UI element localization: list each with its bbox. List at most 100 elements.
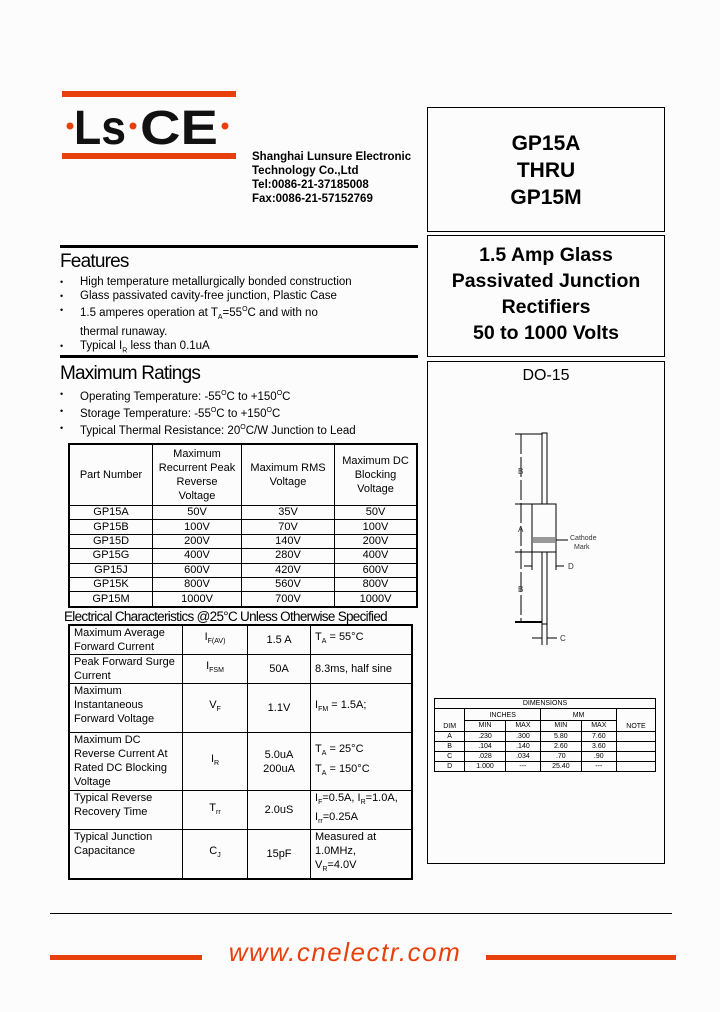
condition-cell: IF=0.5A, IR=1.0A, Irr=0.25A xyxy=(310,789,413,831)
cathode-label: Mark xyxy=(574,544,590,551)
parameter-cell: Typical Junction Capacitance xyxy=(68,829,183,880)
table-cell: 560V xyxy=(241,576,335,593)
table-row: Maximum DC Reverse Current At Rated DC B… xyxy=(68,732,413,791)
table-cell: B xyxy=(433,741,466,752)
table-cell: 800V xyxy=(152,576,242,593)
table-cell: 600V xyxy=(152,562,242,578)
footer-divider xyxy=(50,913,672,914)
electrical-table: Maximum Average Forward Current IF(AV) 1… xyxy=(68,624,413,880)
table-cell: GP15G xyxy=(68,548,153,564)
divider xyxy=(60,245,418,248)
feature-item: 1.5 amperes operation at TA=55OC and wit… xyxy=(60,303,352,339)
symbol-cell: IFSM xyxy=(182,654,248,684)
symbol-cell: IR xyxy=(182,732,248,791)
dim-label-a: A xyxy=(518,525,524,534)
table-cell: 2.60 xyxy=(540,741,582,752)
table-cell: .70 xyxy=(540,751,582,762)
table-cell: GP15J xyxy=(68,562,153,578)
company-info: Shanghai Lunsure Electronic Technology C… xyxy=(252,150,411,206)
header-cell: Maximum RMS Voltage xyxy=(241,443,335,506)
value-cell: 50A xyxy=(247,654,311,684)
table-row: Maximum Instantaneous Forward Voltage VF… xyxy=(68,683,413,733)
diode-body xyxy=(531,503,557,553)
dimensions-table: DIMENSIONS DIM INCHES MM NOTE MIN MAX MIN M… xyxy=(433,698,656,772)
description-line: Rectifiers xyxy=(501,296,591,318)
website-link[interactable]: www.cnelectr.com xyxy=(228,937,462,967)
company-name: Shanghai Lunsure Electronic xyxy=(252,151,412,163)
symbol-cell: Trr xyxy=(182,789,248,831)
table-cell: A xyxy=(433,731,466,742)
table-cell: 140V xyxy=(241,533,335,550)
value-cell: 15pF xyxy=(247,829,311,880)
table-cell: 35V xyxy=(241,504,335,521)
table-cell: .034 xyxy=(504,751,542,762)
table-cell xyxy=(616,761,656,772)
company-name-2: Technology Co.,Ltd xyxy=(252,165,359,177)
table-cell: --- xyxy=(504,761,542,772)
dim-label-d: D xyxy=(568,562,574,571)
footer-bar xyxy=(50,955,202,960)
header-cell: DIM xyxy=(433,708,466,732)
value-cell: 5.0uA 200uA xyxy=(247,732,311,791)
table-cell: 1.000 xyxy=(464,761,506,772)
package-name: DO-15 xyxy=(522,367,570,384)
table-cell: 200V xyxy=(152,533,242,550)
table-cell: 420V xyxy=(241,562,335,578)
table-cell: 7.60 xyxy=(580,731,618,742)
dim-label-b: B xyxy=(518,467,523,476)
table-cell: 100V xyxy=(152,519,242,535)
table-row: GP15J 600V 420V 600V xyxy=(68,562,418,578)
value-cell: 1.5 A xyxy=(247,624,311,655)
table-row: GP15D 200V 140V 200V xyxy=(68,533,418,550)
lead-bottom xyxy=(541,551,548,625)
table-cell: 3.60 xyxy=(580,741,618,752)
table-cell: 100V xyxy=(334,519,418,535)
table-cell: 1000V xyxy=(152,591,242,608)
table-row: GP15G 400V 280V 400V xyxy=(68,548,418,564)
table-row: Peak Forward Surge Current IFSM 50A 8.3m… xyxy=(68,654,413,684)
table-cell: --- xyxy=(580,761,618,772)
rating-item: Operating Temperature: -55OC to +150OC xyxy=(60,387,356,404)
svg-text:CE: CE xyxy=(140,102,218,152)
parameter-cell: Maximum DC Reverse Current At Rated DC B… xyxy=(68,732,183,791)
header-cell: MM xyxy=(540,708,617,721)
table-cell xyxy=(616,731,656,742)
part-to: GP15M xyxy=(510,186,582,209)
condition-cell: IFM = 1.5A; xyxy=(310,683,413,733)
package-box: DO-15 xyxy=(427,361,665,864)
table-cell: C xyxy=(433,751,466,762)
features-heading: Features xyxy=(60,251,129,272)
table-cell: 25.40 xyxy=(540,761,582,772)
header-cell: MAX xyxy=(504,719,542,732)
parameter-cell: Typical Reverse Recovery Time xyxy=(68,789,183,831)
table-cell: .104 xyxy=(464,741,506,752)
header-cell: Maximum Recurrent Peak Reverse Voltage xyxy=(152,443,242,506)
table-cell xyxy=(616,751,656,762)
header-cell: MAX xyxy=(580,719,618,732)
header-cell: MIN xyxy=(464,719,506,732)
lead-top xyxy=(541,432,548,505)
table-cell: 280V xyxy=(241,548,335,564)
symbol-cell: IF(AV) xyxy=(182,624,248,655)
table-cell xyxy=(616,741,656,752)
table-row: Maximum Average Forward Current IF(AV) 1… xyxy=(68,624,413,655)
table-row: GP15M 1000V 700V 1000V xyxy=(68,591,418,608)
feature-item: Typical IR less than 0.1uA xyxy=(60,339,352,358)
part-from: GP15A xyxy=(511,132,581,155)
company-fax: Fax:0086-21-57152769 xyxy=(252,193,373,205)
condition-line: TA = 150°C xyxy=(315,762,370,777)
condition-line: TA = 55°C xyxy=(315,631,364,646)
table-cell: 50V xyxy=(152,504,242,521)
table-cell: GP15D xyxy=(68,533,153,550)
condition-line: VR=4.0V xyxy=(315,859,357,874)
table-row: A .230.300 5.80 7.60 xyxy=(433,731,656,742)
table-cell: D xyxy=(433,761,466,772)
table-row: GP15K 800V 560V 800V xyxy=(68,576,418,593)
table-row: B .104.140 2.60 3.60 xyxy=(433,741,656,752)
divider xyxy=(60,355,418,358)
table-cell: GP15K xyxy=(68,576,153,593)
ratings-table: Part Number Maximum Recurrent Peak Rever… xyxy=(68,443,418,608)
description-line: 50 to 1000 Volts xyxy=(473,322,619,344)
table-cell: GP15A xyxy=(68,504,153,521)
